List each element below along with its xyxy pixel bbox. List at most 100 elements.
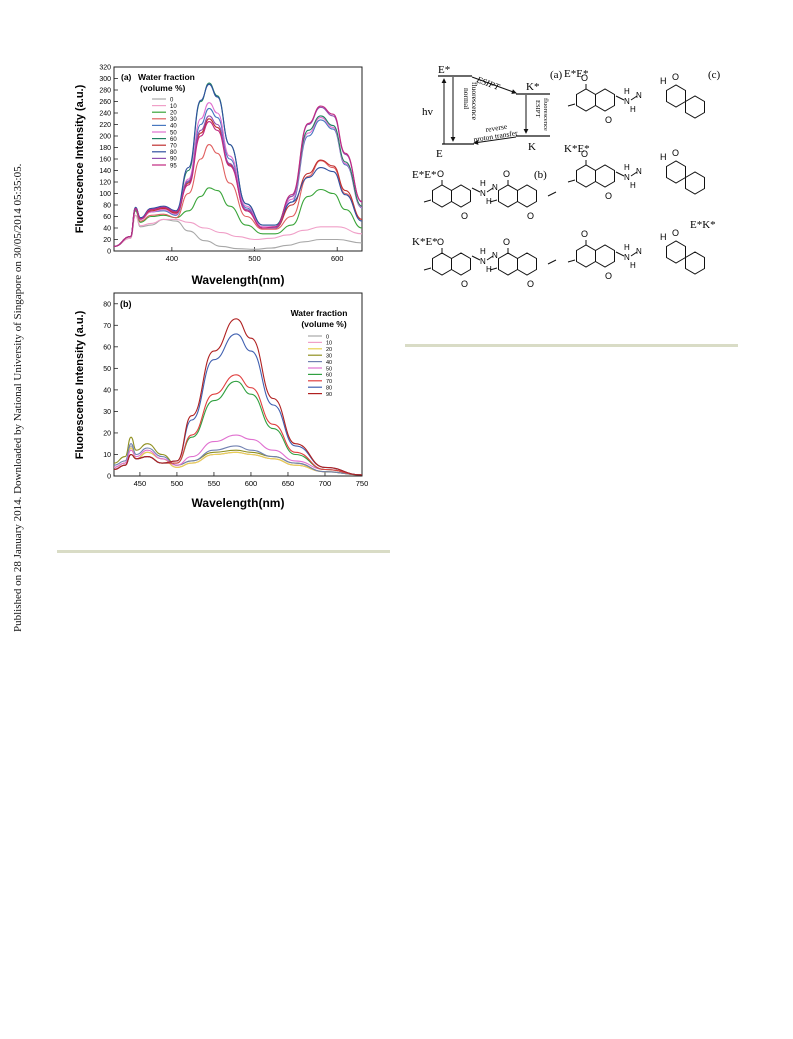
series-line-90 <box>113 318 363 476</box>
chart-a-fluorescence-spectra: 0204060801001201401601802002202402602803… <box>74 65 363 287</box>
series-line-0 <box>113 214 363 250</box>
x-tick-label: 450 <box>134 479 147 488</box>
ring <box>498 184 518 208</box>
atom-label: O <box>605 115 612 125</box>
atom-label: O <box>503 169 510 179</box>
ring <box>517 184 537 208</box>
atom-label: H <box>660 152 667 162</box>
ring <box>498 252 518 276</box>
atom-label: O <box>672 148 679 158</box>
legend-label-30: 30 <box>326 354 332 360</box>
y-tick-label: 200 <box>99 134 111 141</box>
x-tick-label: 650 <box>282 479 295 488</box>
ring <box>666 84 686 108</box>
bond <box>615 251 625 257</box>
legend-label-80: 80 <box>326 386 332 392</box>
ring <box>685 171 705 195</box>
chart-b-ylabel: Fluorescence Intensity (a.u.) <box>74 310 86 459</box>
scheme-c-EE-label: E*E* <box>564 68 588 80</box>
chart-b-legend-title-1: Water fraction <box>291 308 348 318</box>
y-tick-label: 260 <box>99 99 111 106</box>
scheme-a-hv: hv <box>422 106 434 118</box>
legend-label-80: 80 <box>170 150 177 156</box>
ring <box>595 88 615 112</box>
chart-b-xlabel: Wavelength(nm) <box>192 496 285 510</box>
chart-a-ylabel: Fluorescence Intensity (a.u.) <box>74 84 86 233</box>
y-tick-label: 10 <box>103 452 111 459</box>
scheme-a-label: (a) <box>550 69 563 81</box>
series-line-40 <box>113 443 363 476</box>
scheme-a-fluorescence-text: fluorescence <box>470 82 479 121</box>
atom-label: N <box>492 183 498 192</box>
y-tick-label: 100 <box>99 191 111 198</box>
y-tick-label: 220 <box>99 122 111 129</box>
bond <box>615 95 625 101</box>
scheme-c-EK-label: E*K* <box>690 219 716 231</box>
scheme-a-esipt-fl-text-1: ESIPT <box>534 100 541 117</box>
ring <box>595 164 615 188</box>
y-tick-label: 160 <box>99 157 111 164</box>
x-tick-label: 750 <box>356 479 369 488</box>
atom-label: H <box>486 265 492 274</box>
legend-label-10: 10 <box>326 341 332 347</box>
legend-label-40: 40 <box>170 124 177 130</box>
legend-label-60: 60 <box>326 373 332 379</box>
atom-label: N <box>624 97 630 106</box>
y-tick-label: 20 <box>103 430 111 437</box>
legend-label-50: 50 <box>326 366 332 372</box>
bond <box>567 259 576 263</box>
atom-label: N <box>636 167 642 176</box>
y-tick-label: 140 <box>99 168 111 175</box>
y-tick-label: 0 <box>107 474 111 481</box>
bond <box>630 251 638 257</box>
x-tick-label: 700 <box>319 479 332 488</box>
scheme-a-reverse-transfer-arrow <box>473 136 517 145</box>
scheme-a-Kstar: K* <box>526 81 539 93</box>
legend-label-70: 70 <box>326 379 332 385</box>
chart-b-panel-label: (b) <box>120 299 132 309</box>
second-coumarin: OO <box>489 237 537 289</box>
y-tick-label: 60 <box>103 344 111 351</box>
y-tick-label: 20 <box>103 237 111 244</box>
ring <box>666 240 686 264</box>
atom-label: N <box>480 189 486 198</box>
atom-label: H <box>660 232 667 242</box>
bond <box>489 267 498 271</box>
atom-label: O <box>672 72 679 82</box>
atom-label: O <box>605 191 612 201</box>
legend-label-70: 70 <box>170 144 177 150</box>
chart-b-legend-title-2: (volume %) <box>301 319 347 329</box>
legend-label-90: 90 <box>326 392 332 398</box>
atom-label: O <box>581 73 588 83</box>
atom-label: H <box>624 163 630 172</box>
scheme-c-label: (c) <box>708 69 721 81</box>
bond <box>486 255 494 261</box>
bond <box>615 171 625 177</box>
atom-label: H <box>630 105 636 114</box>
y-tick-label: 40 <box>103 226 111 233</box>
y-tick-label: 30 <box>103 409 111 416</box>
x-tick-label: 500 <box>248 254 261 263</box>
ring <box>576 88 596 112</box>
y-tick-label: 40 <box>103 387 111 394</box>
scheme-a-normal-text: normal <box>462 88 471 109</box>
legend-label-95: 95 <box>170 163 177 169</box>
atom-label: O <box>672 228 679 238</box>
scheme-a-reverse-text: reverse <box>485 122 508 134</box>
scheme-a-E: E <box>436 148 443 160</box>
legend-label-30: 30 <box>170 117 177 123</box>
y-tick-label: 70 <box>103 323 111 330</box>
atom-label: H <box>486 197 492 206</box>
ring <box>595 244 615 268</box>
chart-a-panel-label: (a) <box>121 72 132 82</box>
atom-label: O <box>527 211 534 221</box>
y-tick-label: 50 <box>103 366 111 373</box>
bond <box>630 95 638 101</box>
esipt-scheme-figure: (a) E* K* E K hv ESIPT normal fluorescen… <box>412 64 721 289</box>
atom-label: N <box>636 91 642 100</box>
atom-label: N <box>480 257 486 266</box>
series-line-10 <box>113 214 363 247</box>
bond <box>567 179 576 183</box>
bond <box>486 187 494 193</box>
